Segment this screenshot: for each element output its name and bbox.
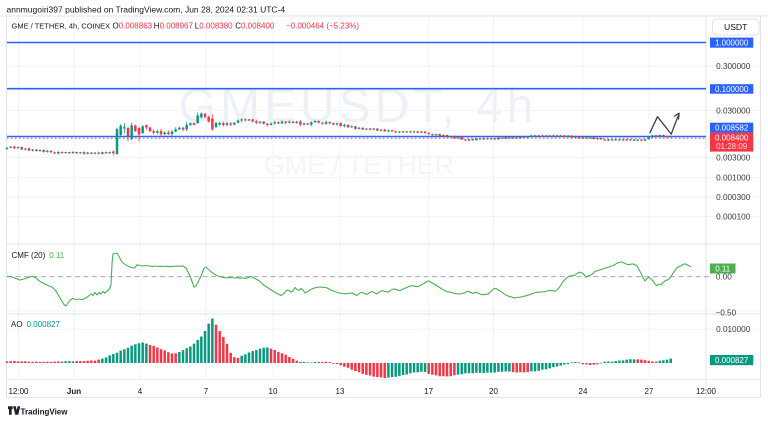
- svg-text:0.008582: 0.008582: [715, 124, 749, 133]
- svg-text:0.010000: 0.010000: [716, 325, 751, 334]
- svg-text:C0.008400: C0.008400: [235, 22, 275, 31]
- svg-text:H0.008967: H0.008967: [154, 22, 194, 31]
- svg-text:10: 10: [269, 387, 278, 396]
- svg-text:O0.008863: O0.008863: [113, 22, 153, 31]
- svg-text:annmugoiri397 published on Tra: annmugoiri397 published on TradingView.c…: [7, 4, 286, 14]
- svg-text:0.000300: 0.000300: [716, 193, 751, 202]
- svg-text:0.100000: 0.100000: [715, 85, 749, 94]
- svg-text:CMF (20)0.11: CMF (20) 0.11: [12, 251, 65, 260]
- svg-text:0.000827: 0.000827: [715, 356, 749, 365]
- svg-text:0.00: 0.00: [716, 272, 732, 281]
- svg-text:L0.008380: L0.008380: [195, 22, 233, 31]
- svg-text:24: 24: [579, 387, 588, 396]
- svg-text:TradingView: TradingView: [21, 407, 69, 416]
- svg-text:1.000000: 1.000000: [715, 39, 749, 48]
- svg-text:17: 17: [424, 387, 433, 396]
- svg-text:20: 20: [489, 387, 498, 396]
- svg-text:0.003000: 0.003000: [716, 153, 751, 162]
- svg-text:7: 7: [204, 387, 209, 396]
- svg-text:4: 4: [138, 387, 143, 396]
- svg-text:27: 27: [645, 387, 654, 396]
- svg-text:−0.50: −0.50: [715, 309, 736, 318]
- svg-text:USDT: USDT: [724, 22, 748, 32]
- svg-text:01:28:09: 01:28:09: [716, 142, 748, 151]
- svg-text:−0.000464 (−5.23%): −0.000464 (−5.23%): [286, 22, 359, 31]
- svg-text:0.11: 0.11: [715, 264, 731, 273]
- svg-text:0.300000: 0.300000: [716, 62, 751, 71]
- svg-text:GME / TETHER, 4h, COINEX: GME / TETHER, 4h, COINEX: [12, 22, 111, 31]
- svg-text:13: 13: [336, 387, 345, 396]
- svg-text:0.008400: 0.008400: [715, 134, 749, 143]
- svg-text:0.000100: 0.000100: [716, 212, 751, 221]
- svg-text:0.001000: 0.001000: [716, 174, 751, 183]
- svg-text:AO0.000827: AO 0.000827: [11, 320, 60, 329]
- svg-text:GME / TETHER: GME / TETHER: [264, 150, 454, 180]
- svg-text:Jun: Jun: [67, 387, 81, 396]
- svg-text:0.030000: 0.030000: [716, 106, 751, 115]
- svg-text:12:00: 12:00: [696, 387, 717, 396]
- svg-text:12:00: 12:00: [8, 387, 29, 396]
